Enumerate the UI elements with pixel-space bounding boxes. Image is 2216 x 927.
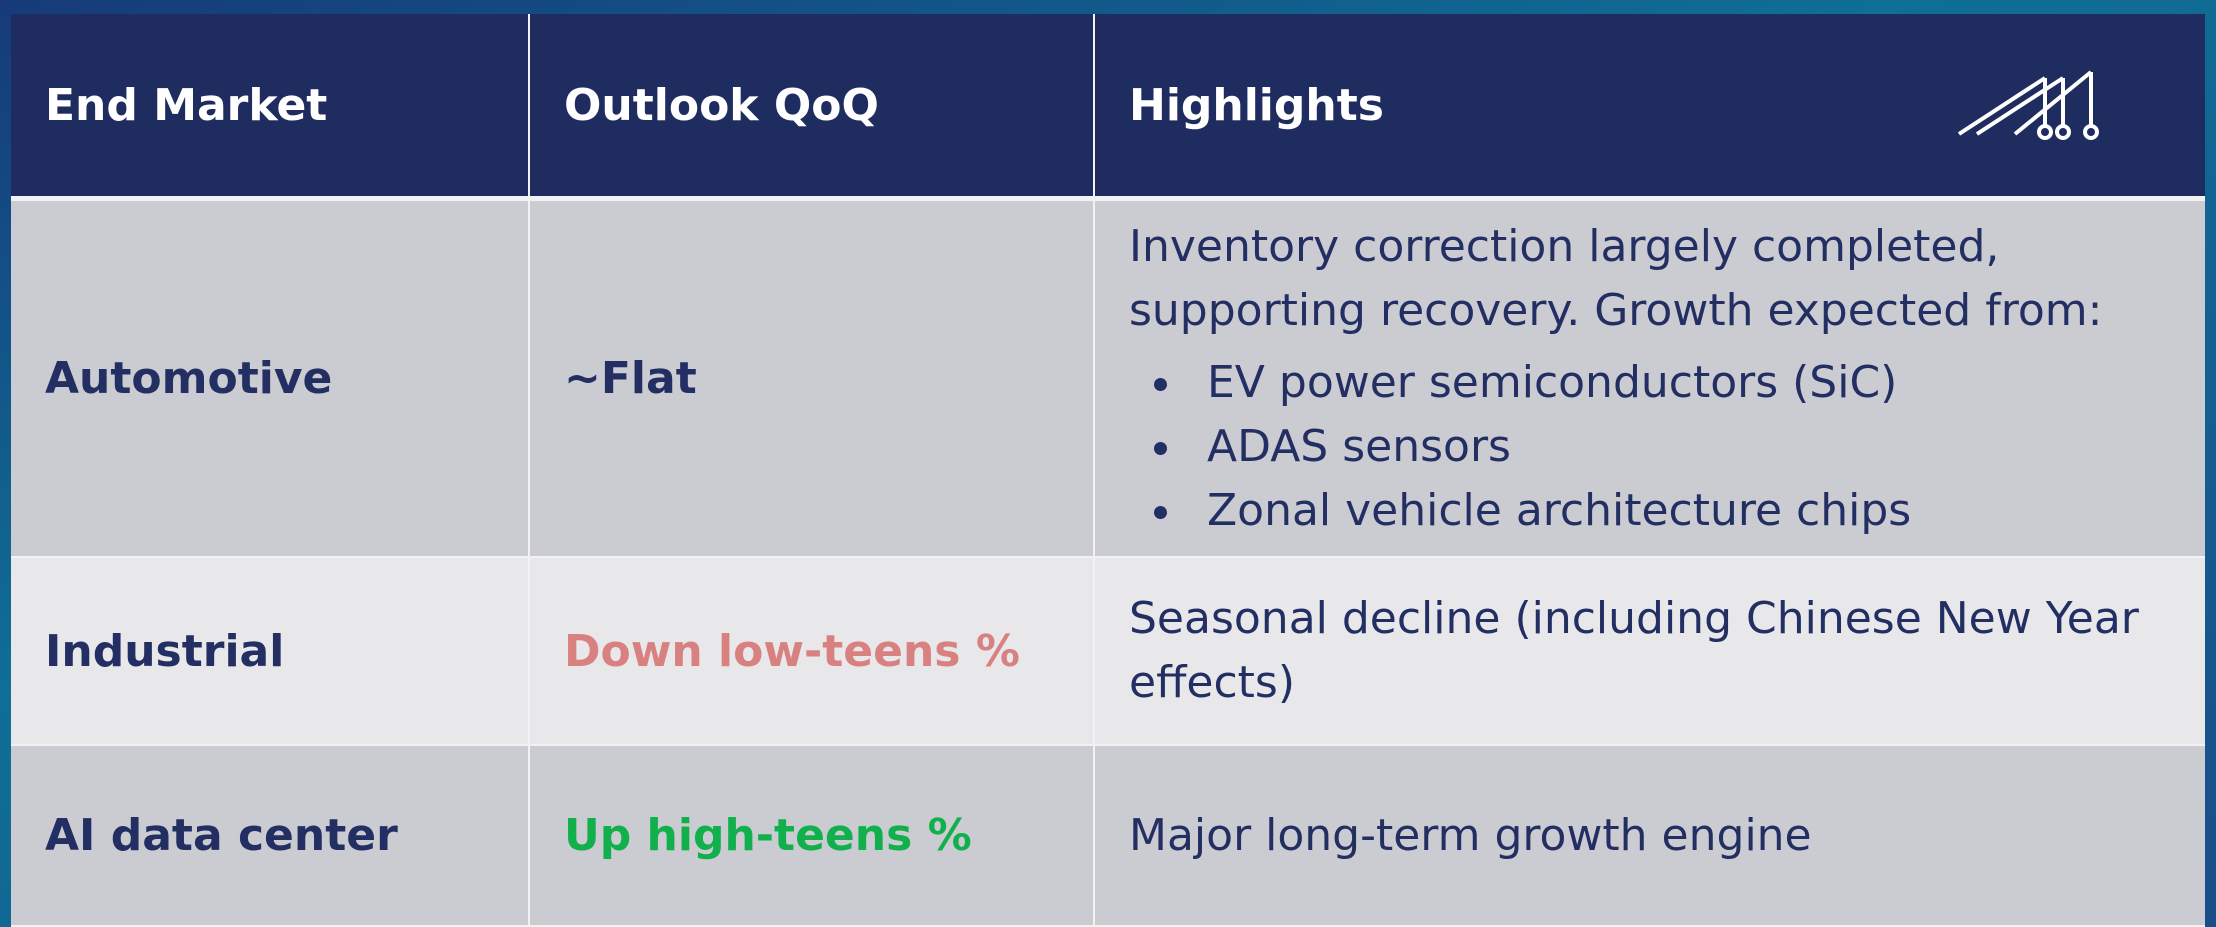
outlook: Down low-teens % bbox=[564, 625, 1020, 677]
highlight-text: Inventory correction largely completed, … bbox=[1129, 220, 2103, 336]
highlight-text: Major long-term growth engine bbox=[1129, 809, 1812, 861]
outlook: ~Flat bbox=[564, 353, 697, 404]
bullet: ADAS sensors bbox=[1187, 415, 2175, 479]
bullet: EV power semiconductors (SiC) bbox=[1187, 351, 2175, 415]
market-cell: Automotive bbox=[11, 201, 530, 558]
header-cell: Outlook QoQ bbox=[530, 14, 1095, 201]
market: Automotive bbox=[45, 353, 333, 404]
table: End Market Outlook QoQ Highlights Automotiv… bbox=[11, 14, 2205, 927]
header-text: End Market bbox=[45, 79, 328, 131]
header-text: Outlook QoQ bbox=[564, 79, 879, 131]
highlights-cell: Seasonal decline (including Chinese New … bbox=[1095, 558, 2205, 746]
bullet-list: EV power semiconductors (SiC)ADAS sensor… bbox=[1129, 351, 2175, 543]
outlook-cell: ~Flat bbox=[530, 201, 1095, 558]
highlights-cell: Major long-term growth engine bbox=[1095, 746, 2205, 927]
outlook: Up high-teens % bbox=[564, 810, 972, 861]
market: Industrial bbox=[45, 625, 285, 677]
header-text: Highlights bbox=[1129, 79, 1384, 131]
outlook-cell: Down low-teens % bbox=[530, 558, 1095, 746]
logo-icon bbox=[1957, 70, 2099, 140]
market: AI data center bbox=[45, 810, 398, 861]
header-cell: End Market bbox=[11, 14, 530, 201]
outlook-cell: Up high-teens % bbox=[530, 746, 1095, 927]
market-cell: AI data center bbox=[11, 746, 530, 927]
market-cell: Industrial bbox=[11, 558, 530, 746]
highlight-text: Seasonal decline (including Chinese New … bbox=[1129, 593, 2139, 708]
highlights-cell: Inventory correction largely completed, … bbox=[1095, 201, 2205, 558]
header-cell: Highlights bbox=[1095, 14, 2205, 201]
bullet: Zonal vehicle architecture chips bbox=[1187, 479, 2175, 543]
